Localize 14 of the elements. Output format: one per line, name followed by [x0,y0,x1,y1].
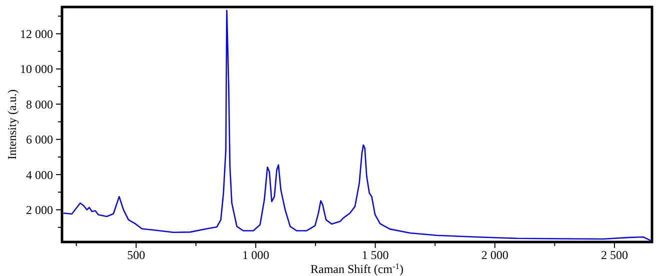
x-tick-label: 1 000 [242,248,270,262]
x-tick-label: 2 500 [600,248,628,262]
y-tick-label: 10 000 [20,62,53,76]
line-series [62,10,652,242]
x-axis-title: Raman Shift (cm$^{-1}$) [310,262,404,276]
y-tick-label: 6 000 [26,132,53,147]
x-tick-label: 1 500 [362,248,389,262]
y-tick-label: 12 000 [20,26,53,41]
y-tick-label: 8 000 [26,97,53,112]
y-axis-title: Intensity (a.u.) [5,89,19,160]
y-tick-label: 2 000 [26,202,53,217]
x-tick-label: 2 000 [481,248,508,262]
y-tick-label: 4 000 [26,168,53,182]
x-tick-label: 500 [127,248,146,262]
